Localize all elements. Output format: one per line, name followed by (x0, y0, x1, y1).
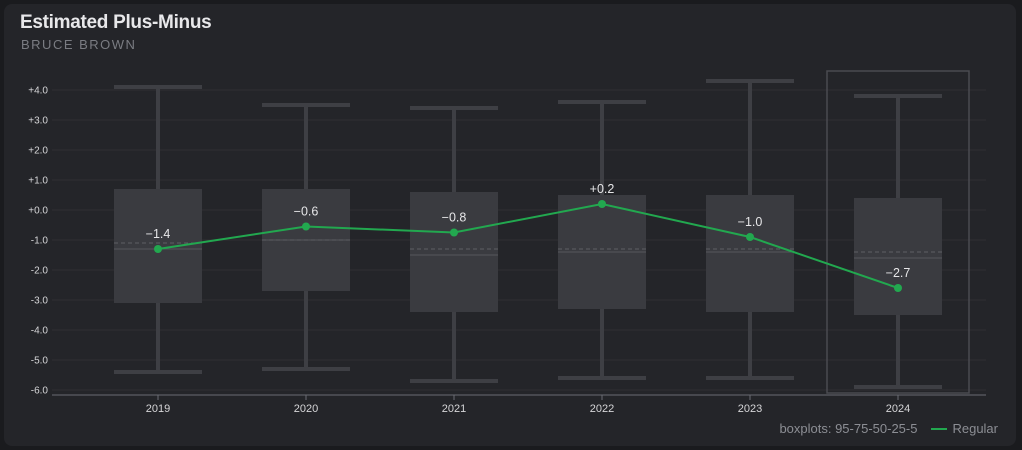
y-tick-label: +3.0 (28, 116, 48, 127)
data-point (598, 200, 606, 208)
y-tick-label: +4.0 (28, 86, 48, 97)
highlight-frame (826, 70, 970, 394)
data-label: −0.6 (294, 205, 319, 219)
data-label: −0.8 (442, 211, 467, 225)
data-label: −2.7 (886, 266, 911, 280)
plus-minus-chart: +4.0 +3.0 +2.0 +1.0 +0.0 -1.0 -2.0 -3.0 -4.0 -5.0… (28, 70, 986, 415)
x-tick-label: 2023 (738, 403, 762, 415)
y-tick-label: +2.0 (28, 146, 48, 157)
y-tick-label: +1.0 (28, 176, 48, 187)
chart-title: Estimated Plus-Minus (20, 12, 212, 33)
boxplot-box (410, 192, 498, 312)
data-point (450, 228, 458, 237)
legend-line-swatch (931, 427, 948, 430)
data-label: −1.0 (738, 215, 763, 229)
y-tick-label: -6.0 (31, 386, 49, 397)
series-line-regular (157, 202, 899, 289)
data-label: +0.2 (590, 182, 615, 196)
legend-label: Regular (952, 421, 998, 436)
data-point (302, 222, 310, 231)
boxplot-box (854, 198, 942, 315)
y-tick-label: -4.0 (31, 326, 49, 337)
x-tick-label: 2024 (886, 403, 910, 415)
chart-card: Estimated Plus-Minus BRUCE BROWN +4.0 +3.… (4, 4, 1016, 446)
boxplot-box (706, 195, 794, 312)
x-tick-label: 2021 (442, 403, 466, 415)
y-tick-label: -2.0 (31, 266, 49, 277)
data-point (154, 245, 162, 253)
data-point (746, 233, 754, 241)
y-tick-label: +0.0 (28, 206, 48, 217)
x-tick-label: 2022 (590, 403, 614, 415)
legend[interactable]: Regular (931, 421, 998, 436)
x-tick-label: 2020 (294, 403, 318, 415)
chart-subtitle: BRUCE BROWN (21, 37, 137, 52)
boxplot-note: boxplots: 95-75-50-25-5 (779, 421, 918, 436)
data-label: −1.4 (146, 227, 171, 241)
y-tick-label: -1.0 (31, 236, 49, 247)
chart-footer: boxplots: 95-75-50-25-5 Regular (779, 421, 998, 436)
x-tick-label: 2019 (146, 403, 170, 415)
y-tick-label: -5.0 (31, 356, 49, 367)
data-point (894, 284, 902, 292)
y-tick-label: -3.0 (31, 296, 49, 307)
